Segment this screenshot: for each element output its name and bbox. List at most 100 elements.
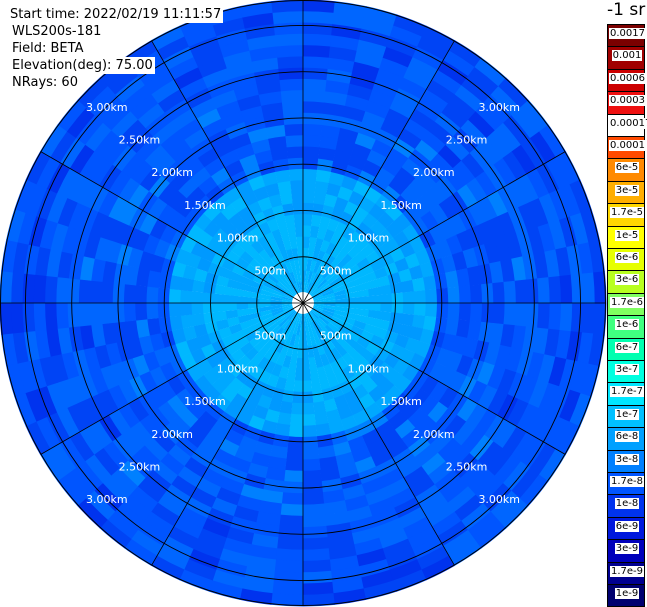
colorbar-label: 0.0006 (609, 72, 646, 84)
range-gate-cell (107, 511, 139, 540)
range-ring-label: 3.00km (478, 101, 520, 114)
range-gate-cell (325, 408, 342, 424)
range-gate-cell (548, 356, 567, 387)
range-gate-cell (434, 272, 448, 290)
range-gate-cell (545, 417, 570, 450)
colorbar-label: 0.0003 (609, 95, 646, 107)
range-gate-cell (93, 129, 121, 159)
range-gate-cell (312, 294, 324, 300)
range-gate-cell (305, 312, 310, 325)
colorbar-label-text: 1.7e-5 (609, 207, 645, 219)
range-gate-cell (328, 258, 341, 271)
range-gate-cell (296, 281, 301, 294)
range-gate-cell (130, 421, 154, 446)
range-gate-cell (330, 160, 349, 176)
range-gate-cell (314, 180, 329, 195)
range-gate-cell (186, 223, 204, 242)
range-gate-cell (303, 33, 332, 47)
range-gate-cell (341, 239, 356, 254)
range-gate-cell (275, 169, 291, 183)
range-gate-cell (171, 261, 187, 278)
range-gate-cell (169, 315, 183, 331)
range-gate-cell (298, 281, 302, 294)
range-gate-cell (580, 363, 600, 398)
range-gate-cell (319, 329, 330, 342)
range-gate-cell (494, 122, 522, 152)
range-gate-cell (267, 273, 279, 284)
range-gate-cell (323, 307, 336, 314)
range-gate-cell (526, 351, 545, 380)
colorbar-label-text: 6e-6 (614, 252, 640, 263)
colorbar-label: 0.0001 (609, 140, 646, 151)
range-ring (256, 256, 350, 350)
range-gate-cell (385, 203, 404, 222)
range-gate-cell (214, 284, 228, 295)
range-gate-cell (333, 196, 349, 212)
range-gate-cell (303, 44, 331, 58)
range-gate-cell (456, 319, 471, 339)
range-gate-cell (175, 248, 192, 266)
range-gate-cell (258, 302, 271, 308)
range-gate-cell (431, 69, 462, 95)
range-gate-cell (332, 12, 365, 29)
range-gate-cell (169, 229, 188, 249)
range-gate-cell (302, 492, 325, 506)
range-gate-cell (279, 191, 293, 206)
range-gate-cell (127, 183, 150, 208)
range-gate-cell (528, 379, 549, 409)
range-gate-cell (224, 294, 238, 303)
range-gate-cell (271, 289, 284, 297)
colorbar-label: 3e-9 (609, 543, 645, 555)
range-gate-cell (289, 259, 297, 273)
range-gate-cell (252, 210, 268, 227)
range-gate-cell (351, 526, 380, 545)
range-gate-cell (407, 56, 439, 80)
range-gate-cell (260, 489, 284, 504)
range-gate-cell (302, 335, 308, 348)
range-gate-cell (78, 371, 99, 399)
range-gate-cell (257, 394, 273, 410)
range-gate-cell (213, 302, 226, 313)
range-gate-cell (514, 303, 528, 327)
range-gate-cell (169, 169, 191, 191)
outer-ring (0, 0, 606, 606)
range-gate-cell (362, 159, 382, 178)
range-ring (163, 163, 443, 443)
range-gate-cell (273, 570, 303, 584)
range-gate-cell (78, 206, 99, 234)
range-gate-cell (467, 511, 499, 540)
range-gate-cell (191, 313, 206, 327)
range-gate-cell (393, 497, 421, 519)
range-gate-cell (135, 267, 150, 287)
range-gate-cell (544, 328, 561, 358)
range-gate-cell (169, 274, 184, 291)
range-gate-cell (487, 389, 509, 416)
range-gate-cell (286, 286, 297, 297)
range-gate-cell (394, 257, 410, 273)
range-gate-cell (97, 389, 119, 416)
range-gate-cell (399, 400, 420, 420)
range-gate-cell (370, 448, 393, 468)
range-gate-cell (458, 303, 472, 321)
range-gate-cell (150, 502, 180, 527)
range-gate-cell (456, 268, 471, 287)
range-gate-cell (281, 304, 294, 308)
range-gate-cell (331, 577, 364, 594)
range-gate-cell (363, 6, 398, 26)
range-gate-cell (381, 402, 401, 422)
range-gate-cell (303, 157, 319, 170)
range-gate-cell (429, 204, 449, 226)
range-gate-cell (281, 492, 303, 506)
range-gate-cell (529, 131, 557, 164)
range-gate-cell (14, 392, 37, 427)
range-gate-cell (379, 57, 409, 78)
range-gate-cell (367, 286, 381, 297)
azimuth-spoke (302, 302, 566, 455)
colorbar-label-text: 1.7e-7 (609, 386, 645, 398)
range-gate-cell (570, 303, 584, 333)
range-gate-cell (310, 308, 321, 318)
range-gate-cell (328, 171, 345, 187)
range-gate-cell (448, 371, 468, 394)
range-gate-cell (263, 245, 276, 259)
range-gate-cell (310, 378, 322, 392)
